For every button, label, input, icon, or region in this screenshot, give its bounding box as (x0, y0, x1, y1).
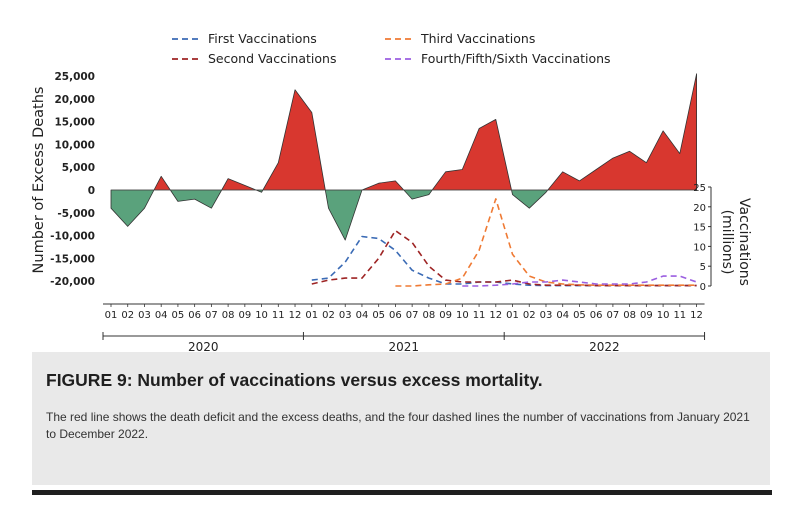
legend-label-3: Fourth/Fifth/Sixth Vaccinations (421, 51, 611, 66)
legend: First Vaccinations Third Vaccinations Seco… (172, 31, 611, 66)
x-tick-label-24: 01 (506, 310, 519, 321)
vaccination-lines (311, 198, 697, 287)
vaccination-line-1 (311, 229, 697, 287)
right-tick-label-4: 20 (693, 203, 706, 214)
legend-label-0: First Vaccinations (208, 31, 317, 46)
excess-area-segment-10 (511, 189, 549, 209)
divider-rule (32, 490, 772, 495)
year-label-2022: 2022 (589, 340, 620, 352)
excess-area-segment-3 (221, 178, 257, 191)
x-tick-label-10: 11 (272, 310, 285, 321)
x-tick-label-9: 10 (255, 310, 268, 321)
x-tick-label-14: 03 (339, 310, 352, 321)
excess-area-segment-6 (324, 189, 363, 241)
year-label-2020: 2020 (188, 340, 219, 352)
excess-area-segment-1 (153, 175, 171, 191)
right-axis-label-line-2: (millions) (719, 210, 735, 275)
x-tick-label-21: 10 (456, 310, 469, 321)
right-tick-label-1: 5 (700, 262, 706, 273)
x-tick-label-5: 06 (188, 310, 201, 321)
x-tick-label-26: 03 (540, 310, 553, 321)
excess-area-segment-0 (110, 189, 155, 227)
right-axis-label: Vaccinations(millions) (719, 198, 752, 286)
x-tick-label-15: 04 (356, 310, 369, 321)
x-tick-label-35: 12 (690, 310, 703, 321)
x-tick-label-8: 09 (238, 310, 251, 321)
left-tick-label-6: 10,000 (54, 139, 95, 151)
x-tick-label-33: 10 (657, 310, 670, 321)
right-tick-label-2: 10 (693, 242, 706, 253)
left-tick-label-7: 15,000 (54, 117, 95, 129)
x-tick-label-31: 08 (623, 310, 636, 321)
x-tick-label-2: 03 (138, 310, 151, 321)
right-axis-label-line-1: Vaccinations (736, 198, 752, 286)
caption-box: FIGURE 9: Number of vaccinations versus … (32, 352, 770, 485)
left-tick-label-4: 0 (88, 185, 95, 197)
right-tick-label-0: 0 (700, 282, 706, 293)
left-axis-label: Number of Excess Deaths (31, 87, 47, 274)
x-tick-label-17: 06 (389, 310, 402, 321)
left-tick-label-8: 20,000 (54, 94, 95, 106)
excess-area-segment-8 (403, 189, 433, 200)
x-tick-label-19: 08 (423, 310, 436, 321)
x-tick-label-20: 09 (439, 310, 452, 321)
left-tick-label-0: -20,000 (50, 276, 95, 288)
figure-title: FIGURE 9: Number of vaccinations versus … (46, 370, 543, 390)
x-tick-label-25: 02 (523, 310, 536, 321)
x-tick-label-13: 02 (322, 310, 335, 321)
left-tick-label-3: -5,000 (57, 208, 95, 220)
legend-label-1: Second Vaccinations (208, 51, 336, 66)
excess-area-segment-7 (361, 180, 405, 191)
x-tick-label-4: 05 (172, 310, 185, 321)
left-tick-label-9: 25,000 (54, 71, 95, 83)
vaccination-line-0 (311, 235, 697, 287)
figure-caption: The red line shows the death deficit and… (46, 410, 750, 441)
x-tick-label-30: 07 (607, 310, 620, 321)
x-tick-label-16: 05 (372, 310, 385, 321)
chart: First Vaccinations Third Vaccinations Seco… (31, 31, 752, 352)
x-tick-label-22: 11 (473, 310, 486, 321)
left-tick-label-5: 5,000 (62, 162, 95, 174)
right-tick-label-5: 25 (693, 183, 706, 194)
year-label-2021: 2021 (389, 340, 420, 352)
x-tick-label-27: 04 (556, 310, 569, 321)
x-tick-label-11: 12 (289, 310, 302, 321)
x-tick-label-28: 05 (573, 310, 586, 321)
right-tick-label-3: 15 (693, 223, 706, 234)
excess-area-segment-5 (262, 89, 326, 191)
x-axis: 01 02 03 04 05 06 07 08 09 10 11 12 01 02 03 04 05 06 07 08… (102, 303, 706, 352)
x-tick-label-12: 01 (305, 310, 318, 321)
x-tick-label-1: 02 (121, 310, 134, 321)
excess-area-segment-9 (431, 119, 512, 191)
left-tick-label-2: -10,000 (50, 231, 95, 243)
excess-area-segment-4 (255, 189, 264, 193)
x-tick-label-23: 12 (489, 310, 502, 321)
right-axis: 0 5 10 15 20 25 Vaccinations(millions) (693, 183, 752, 293)
excess-area-segment-2 (169, 189, 223, 209)
legend-label-2: Third Vaccinations (420, 31, 535, 46)
x-tick-label-18: 07 (406, 310, 419, 321)
x-tick-label-29: 06 (590, 310, 603, 321)
x-tick-label-3: 04 (155, 310, 168, 321)
left-tick-label-1: -15,000 (50, 253, 95, 265)
x-tick-label-34: 11 (673, 310, 686, 321)
x-tick-label-6: 07 (205, 310, 218, 321)
left-axis: -20,000 -15,000 -10,000 -5,000 0 5,000 10,000 1… (50, 71, 95, 288)
excess-deaths-area (110, 73, 697, 241)
x-tick-label-7: 08 (222, 310, 235, 321)
vaccination-line-2 (395, 198, 697, 287)
excess-area-segment-11 (547, 73, 697, 191)
x-tick-label-32: 09 (640, 310, 653, 321)
x-tick-label-0: 01 (105, 310, 118, 321)
